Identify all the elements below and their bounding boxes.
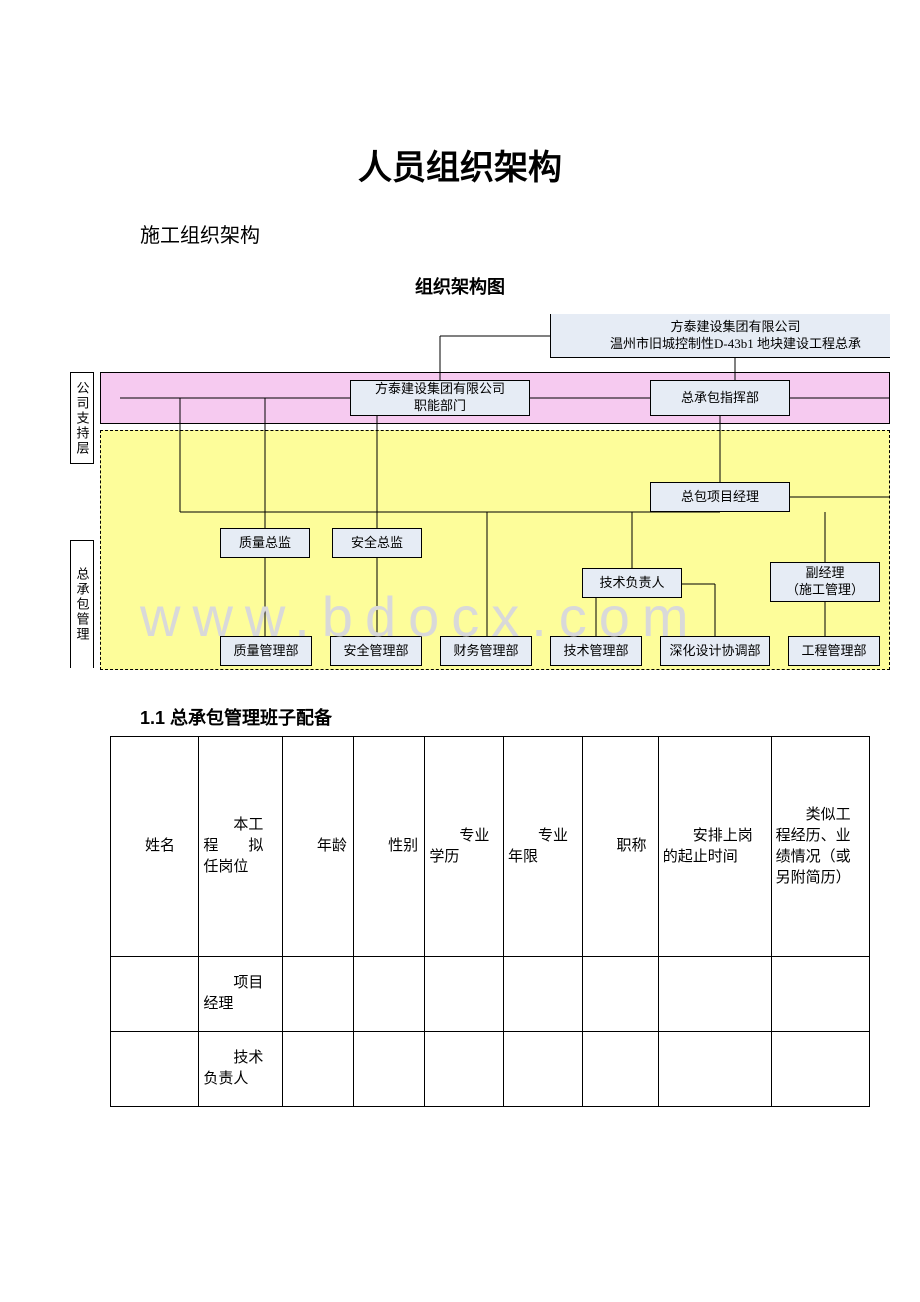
main-title: 人员组织架构 — [50, 140, 870, 189]
org-node-safety-dir: 安全总监 — [332, 528, 422, 558]
table-header-cell: 性别 — [354, 737, 425, 957]
table-cell — [771, 1032, 869, 1107]
table-cell: 项目经理 — [199, 957, 283, 1032]
org-node-safety-dept: 安全管理部 — [330, 636, 422, 666]
table-cell — [658, 1032, 771, 1107]
org-node-deputy-line2: （施工管理） — [786, 582, 864, 599]
org-node-safety-dir-text: 安全总监 — [351, 535, 403, 552]
org-node-quality-dept-text: 质量管理部 — [233, 643, 298, 660]
sub-title: 施工组织架构 — [140, 219, 870, 248]
org-node-func-dept-line2: 职能部门 — [414, 398, 466, 415]
org-node-deputy-line1: 副经理 — [805, 565, 844, 582]
table-cell — [425, 957, 504, 1032]
table-cell — [582, 1032, 658, 1107]
table-header-cell: 安排上岗的起止时间 — [658, 737, 771, 957]
org-node-top: 方泰建设集团有限公司 温州市旧城控制性D-43b1 地块建设工程总承 — [550, 314, 890, 358]
org-node-eng-dept-text: 工程管理部 — [801, 643, 866, 660]
org-node-quality-dir: 质量总监 — [220, 528, 310, 558]
org-node-deputy: 副经理 （施工管理） — [770, 562, 880, 602]
org-node-top-line1: 方泰建设集团有限公司 — [670, 319, 800, 336]
org-node-quality-dept: 质量管理部 — [220, 636, 312, 666]
org-node-pm: 总包项目经理 — [650, 482, 790, 512]
table-cell — [503, 1032, 582, 1107]
org-node-pm-text: 总包项目经理 — [681, 489, 759, 506]
org-node-finance-dept-text: 财务管理部 — [453, 643, 518, 660]
staffing-table: 姓名 本工程 拟任岗位 年龄 性别 专业学历 专业年限 职称 安排上岗的起止时间… — [110, 736, 870, 1107]
table-cell — [354, 1032, 425, 1107]
table-row: 技术负责人 — [111, 1032, 870, 1107]
side-label-support-text: 公司支持层 — [73, 381, 92, 456]
org-node-func-dept: 方泰建设集团有限公司 职能部门 — [350, 380, 530, 416]
chart-title: 组织架构图 — [50, 273, 870, 299]
table-cell — [354, 957, 425, 1032]
mgmt-layer-bg — [100, 430, 890, 670]
table-header-cell: 姓名 — [111, 737, 199, 957]
org-node-safety-dept-text: 安全管理部 — [343, 643, 408, 660]
table-cell — [658, 957, 771, 1032]
table-cell — [111, 1032, 199, 1107]
table-header-cell: 年龄 — [282, 737, 353, 957]
org-chart: 公司支持层 总承包管理 方泰建设集团有限公司 温州市旧城控制性D-43b1 地块… — [70, 314, 890, 684]
table-cell — [503, 957, 582, 1032]
table-cell — [425, 1032, 504, 1107]
table-cell — [771, 957, 869, 1032]
side-label-mgmt: 总承包管理 — [70, 540, 94, 668]
org-node-design-dept: 深化设计协调部 — [660, 636, 770, 666]
table-header-cell: 专业学历 — [425, 737, 504, 957]
org-node-tech-dept-text: 技术管理部 — [563, 643, 628, 660]
table-cell — [282, 1032, 353, 1107]
org-node-tech-dept: 技术管理部 — [550, 636, 642, 666]
side-label-support: 公司支持层 — [70, 372, 94, 464]
org-node-quality-dir-text: 质量总监 — [239, 535, 291, 552]
org-node-design-dept-text: 深化设计协调部 — [669, 643, 760, 660]
section-heading: 1.1 总承包管理班子配备 — [140, 704, 870, 730]
org-node-eng-dept: 工程管理部 — [788, 636, 880, 666]
table-header-cell: 类似工程经历、业绩情况（或另附简历） — [771, 737, 869, 957]
side-label-mgmt-text: 总承包管理 — [73, 567, 92, 642]
table-header-cell: 本工程 拟任岗位 — [199, 737, 283, 957]
table-cell — [111, 957, 199, 1032]
org-node-command: 总承包指挥部 — [650, 380, 790, 416]
org-node-tech-lead-text: 技术负责人 — [599, 575, 664, 592]
table-cell — [582, 957, 658, 1032]
org-node-top-line2: 温州市旧城控制性D-43b1 地块建设工程总承 — [610, 336, 861, 353]
table-header-cell: 职称 — [582, 737, 658, 957]
org-node-command-text: 总承包指挥部 — [681, 390, 759, 407]
table-header-cell: 专业年限 — [503, 737, 582, 957]
table-cell — [282, 957, 353, 1032]
table-cell: 技术负责人 — [199, 1032, 283, 1107]
table-row: 项目经理 — [111, 957, 870, 1032]
org-node-func-dept-line1: 方泰建设集团有限公司 — [375, 381, 505, 398]
org-node-tech-lead: 技术负责人 — [582, 568, 682, 598]
org-node-finance-dept: 财务管理部 — [440, 636, 532, 666]
